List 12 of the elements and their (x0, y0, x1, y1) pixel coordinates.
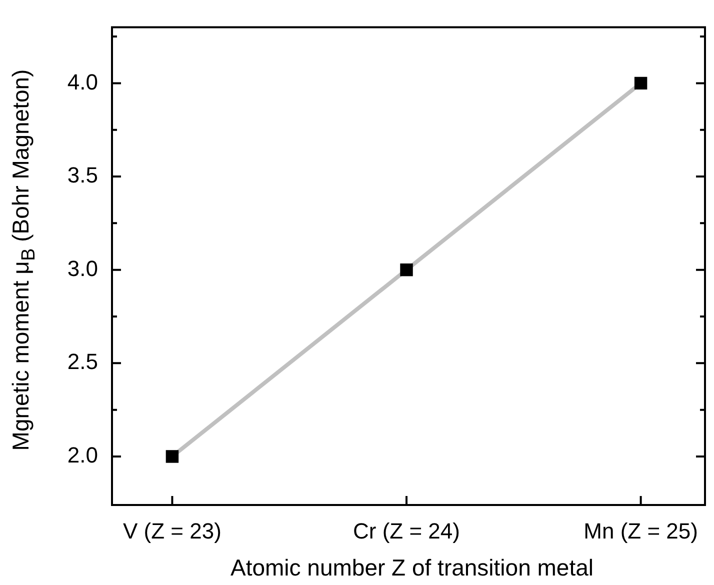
y-tick-label: 2.5 (67, 349, 98, 374)
x-tick-label: V (Z = 23) (123, 518, 222, 544)
x-tick-label: Mn (Z = 25) (584, 518, 698, 544)
y-tick-label: 3.0 (67, 256, 98, 281)
y-tick-label: 3.5 (67, 162, 98, 188)
x-tick-label: Cr (Z = 24) (353, 518, 460, 544)
x-axis-title: Atomic number Z of transition metal (230, 554, 594, 582)
y-tick-label: 4.0 (67, 69, 98, 94)
point (400, 263, 413, 276)
point (166, 450, 179, 463)
point (634, 76, 648, 90)
y-tick-label: 2.0 (67, 442, 98, 468)
